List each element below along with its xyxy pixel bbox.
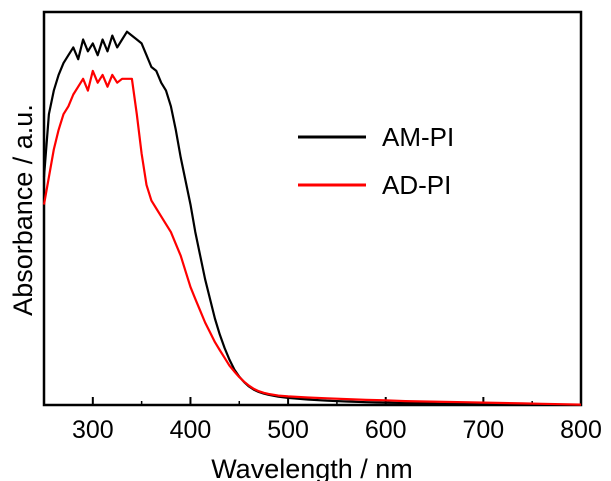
- series-line-ad-pi: [42, 69, 582, 406]
- x-axis-tick-labels: 300 400 500 600 700 800: [72, 416, 602, 444]
- x-tick-label: 300: [72, 416, 114, 444]
- x-tick-label: 800: [560, 416, 602, 444]
- x-axis-title: Wavelength / nm: [211, 454, 413, 481]
- plot-frame: [42, 10, 583, 407]
- x-tick-label: 600: [365, 416, 407, 444]
- series-line-am-pi: [42, 30, 581, 406]
- x-tick-label: 700: [463, 416, 505, 444]
- x-tick-label: 500: [267, 416, 309, 444]
- series-layer: [42, 30, 582, 406]
- x-tick-label: 400: [170, 416, 212, 444]
- legend-label-am-pi: AM-PI: [382, 122, 454, 152]
- legend: AM-PI AD-PI: [298, 122, 454, 200]
- y-axis-title: Absorbance / a.u.: [8, 104, 38, 316]
- legend-label-ad-pi: AD-PI: [382, 170, 451, 200]
